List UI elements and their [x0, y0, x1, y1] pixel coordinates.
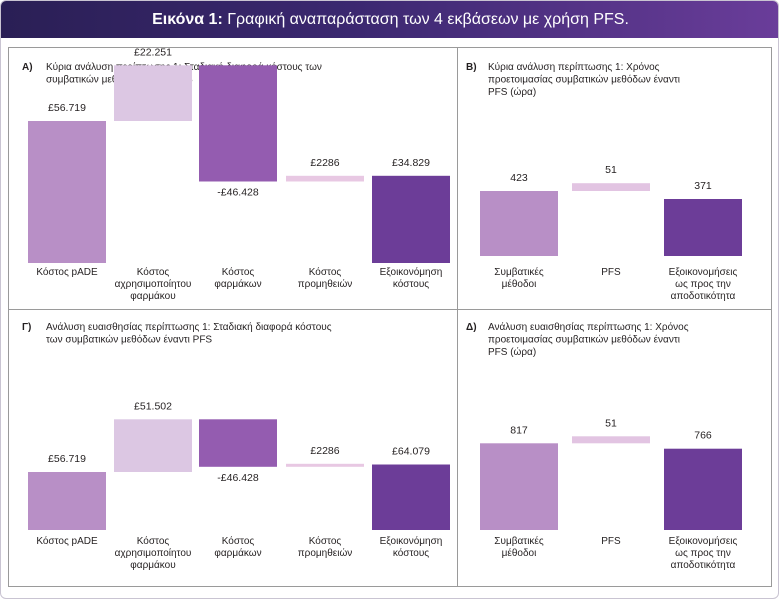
panel-grid — [8, 47, 772, 587]
bar — [664, 199, 742, 256]
bar — [28, 121, 106, 263]
category-label: μέθοδοι — [502, 547, 537, 559]
category-label: αχρησιμοποίητου — [115, 278, 192, 290]
panel-title-line: Ανάλυση ευαισθησίας περίπτωσης 1: Σταδια… — [46, 321, 332, 333]
bar — [664, 448, 742, 530]
bar-value-label: £56.719 — [48, 453, 86, 465]
category-label: Εξοικονομήσεις — [669, 266, 738, 278]
bar — [480, 191, 558, 256]
bar — [199, 419, 277, 467]
category-label: κόστους — [393, 547, 429, 559]
category-label: Κόστος — [222, 266, 255, 278]
panel-title-line: Κύρια ανάλυση περίπτωσης 1: Χρόνος — [488, 61, 660, 73]
figure-title: Γραφική αναπαράσταση των 4 εκβάσεων με χ… — [227, 11, 629, 28]
panel-title-line: προετοιμασίας συμβατικών μεθόδων έναντι — [488, 334, 680, 346]
panel-divider-vertical — [457, 47, 458, 587]
figure-header: Εικόνα 1: Γραφική αναπαράσταση των 4 εκβ… — [1, 1, 778, 38]
bar-value-label: £22.251 — [134, 46, 172, 58]
panel-divider-horizontal — [8, 309, 772, 310]
panel-title-line: PFS (ώρα) — [488, 346, 536, 358]
category-label: Εξοικονόμηση — [380, 266, 443, 278]
bar — [372, 175, 450, 263]
category-label: αχρησιμοποίητου — [115, 547, 192, 559]
bar — [286, 463, 364, 467]
panel-letter: Β) — [466, 62, 477, 73]
panel-letter: Γ) — [22, 322, 31, 333]
bar-value-label: £2286 — [310, 445, 339, 457]
bar — [480, 443, 558, 530]
bar-value-label: £64.079 — [392, 446, 430, 458]
bar-value-label: 766 — [694, 430, 712, 442]
category-label: Κόστος pADE — [36, 266, 98, 278]
category-label: κόστους — [393, 278, 429, 290]
bar-value-label: -£46.428 — [217, 472, 259, 484]
category-label: Κόστος — [137, 266, 170, 278]
bar-value-label: 371 — [694, 180, 712, 192]
panel-title-line: PFS (ώρα) — [488, 86, 536, 98]
panel-letter: Δ) — [466, 322, 477, 333]
bar — [286, 175, 364, 182]
category-label: PFS — [601, 536, 621, 547]
panel-title-line: Ανάλυση ευαισθησίας περίπτωσης 1: Χρόνος — [488, 321, 689, 333]
bar — [572, 436, 650, 444]
category-label: αποδοτικότητα — [671, 559, 736, 571]
category-label: Κόστος — [309, 266, 342, 278]
bar-value-label: £56.719 — [48, 102, 86, 114]
category-label: προμηθειών — [298, 547, 353, 559]
bar — [114, 419, 192, 472]
category-label: φαρμάκων — [214, 547, 261, 559]
category-label: Κόστος — [309, 535, 342, 547]
bar-value-label: £34.829 — [392, 157, 430, 169]
bar-value-label: -£46.428 — [217, 187, 259, 199]
category-label: Εξοικονόμηση — [380, 535, 443, 547]
category-label: Κόστος — [222, 535, 255, 547]
category-label: Εξοικονομήσεις — [669, 535, 738, 547]
bar — [199, 65, 277, 182]
category-label: Κόστος — [137, 535, 170, 547]
category-label: φαρμάκου — [130, 559, 175, 571]
category-label: ως προς την — [675, 279, 731, 290]
category-label: μέθοδοι — [502, 278, 537, 290]
category-label: Κόστος pADE — [36, 535, 98, 547]
category-label: ως προς την — [675, 548, 731, 559]
figure-label: Εικόνα 1: — [152, 11, 223, 28]
bar-value-label: £51.502 — [134, 400, 172, 412]
bar-value-label: 51 — [605, 164, 617, 176]
panel-title-line: προετοιμασίας συμβατικών μεθόδων έναντι — [488, 74, 680, 86]
category-label: αποδοτικότητα — [671, 290, 736, 302]
bar-value-label: 817 — [510, 424, 528, 436]
bar — [28, 472, 106, 530]
category-label: φαρμάκων — [214, 278, 261, 290]
bar-value-label: 51 — [605, 417, 617, 429]
bar-value-label: £2286 — [310, 157, 339, 169]
panel-letter: A) — [22, 62, 33, 73]
category-label: Συμβατικές — [494, 266, 544, 278]
bar — [572, 183, 650, 191]
bar-value-label: 423 — [510, 172, 528, 184]
bar — [372, 464, 450, 530]
panel-title-line: των συμβατικών μεθόδων έναντι PFS — [46, 334, 212, 346]
category-label: φαρμάκου — [130, 290, 175, 302]
bar — [114, 65, 192, 121]
category-label: PFS — [601, 267, 621, 278]
category-label: Συμβατικές — [494, 535, 544, 547]
category-label: προμηθειών — [298, 278, 353, 290]
